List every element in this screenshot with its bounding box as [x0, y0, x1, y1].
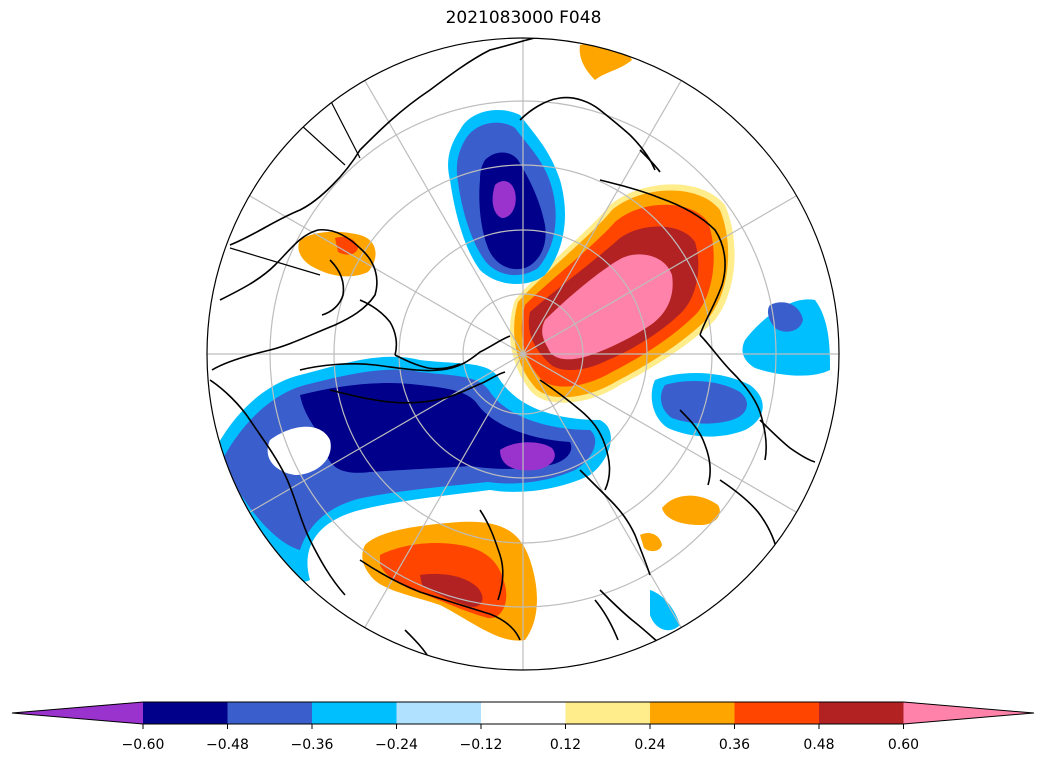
negative-anomaly-pacific	[767, 302, 803, 332]
colorbar-segment	[734, 702, 820, 724]
colorbar-segment	[396, 702, 482, 724]
negative-anomaly-scandinavia	[650, 590, 680, 631]
colorbar-segment	[312, 702, 397, 724]
polar-map	[206, 37, 840, 671]
colorbar-segments	[11, 701, 1035, 725]
map-contents	[207, 38, 839, 670]
colorbar-tick-label: −0.24	[375, 737, 418, 753]
map-boundary-circle	[206, 37, 840, 671]
colorbar-segment	[143, 702, 228, 724]
chart-title: 2021083000 F048	[445, 8, 602, 28]
colorbar-tick-label: −0.48	[206, 737, 249, 753]
negative-anomaly-pacific	[742, 299, 830, 376]
colorbar-tick-label: 0.36	[719, 737, 750, 753]
anomaly-gap	[267, 426, 331, 475]
negative-anomaly-atlantic	[500, 442, 555, 471]
colorbar-segment	[650, 702, 735, 724]
graticule	[207, 38, 839, 670]
colorbar-segment	[227, 702, 313, 724]
colorbar-ticks: −0.60 −0.48 −0.36 −0.24 −0.12 0.12 0.24 0.36 0.4…	[122, 724, 919, 753]
colorbar-segment	[481, 702, 566, 724]
colorbar-tick-label: 0.48	[803, 737, 834, 753]
coastlines	[209, 38, 816, 661]
colorbar-tick-label: 0.12	[550, 737, 581, 753]
positive-anomaly-siberia	[542, 254, 673, 360]
colorbar-segment	[565, 702, 651, 724]
colorbar-tick-label: −0.60	[122, 737, 165, 753]
anomaly-fields	[214, 43, 830, 641]
colorbar-tick-label: −0.36	[291, 737, 334, 753]
colorbar-extend-max	[903, 702, 1034, 724]
colorbar-extend-min	[12, 702, 143, 724]
positive-anomaly-europe	[420, 573, 483, 607]
colorbar-outline	[11, 701, 1035, 725]
colorbar-segment	[819, 702, 904, 724]
colorbar-tick-label: 0.24	[634, 737, 665, 753]
colorbar-tick-label: 0.60	[888, 737, 919, 753]
colorbar-tick-label: −0.12	[460, 737, 503, 753]
positive-anomaly-asia	[662, 495, 720, 525]
negative-anomaly-arctic	[492, 180, 516, 218]
positive-anomaly-asia	[640, 533, 662, 552]
